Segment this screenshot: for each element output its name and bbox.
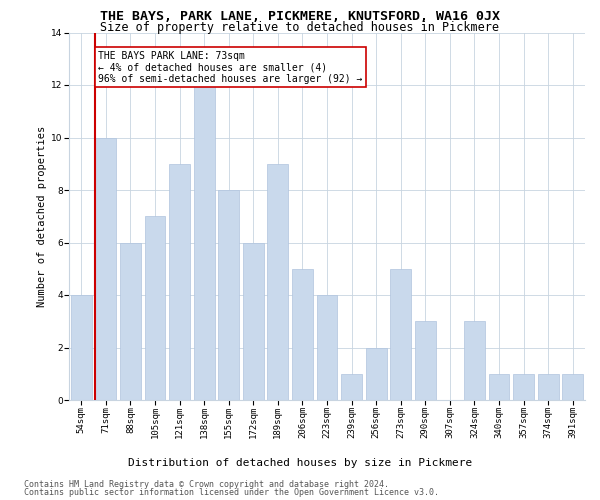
Bar xyxy=(488,374,509,400)
Bar xyxy=(415,322,436,400)
Bar xyxy=(194,85,215,400)
Text: THE BAYS PARK LANE: 73sqm
← 4% of detached houses are smaller (4)
96% of semi-de: THE BAYS PARK LANE: 73sqm ← 4% of detach… xyxy=(98,51,363,84)
Text: Contains public sector information licensed under the Open Government Licence v3: Contains public sector information licen… xyxy=(24,488,439,497)
Bar xyxy=(169,164,190,400)
Bar xyxy=(390,269,411,400)
Text: Size of property relative to detached houses in Pickmere: Size of property relative to detached ho… xyxy=(101,21,499,34)
Bar xyxy=(268,164,289,400)
Bar xyxy=(341,374,362,400)
Bar xyxy=(218,190,239,400)
Text: THE BAYS, PARK LANE, PICKMERE, KNUTSFORD, WA16 0JX: THE BAYS, PARK LANE, PICKMERE, KNUTSFORD… xyxy=(100,10,500,23)
Bar xyxy=(292,269,313,400)
Bar xyxy=(243,242,264,400)
Bar xyxy=(95,138,116,400)
Bar xyxy=(513,374,534,400)
Bar xyxy=(317,295,337,400)
Bar xyxy=(145,216,166,400)
Y-axis label: Number of detached properties: Number of detached properties xyxy=(37,126,47,307)
Bar xyxy=(562,374,583,400)
Bar xyxy=(120,242,141,400)
Text: Contains HM Land Registry data © Crown copyright and database right 2024.: Contains HM Land Registry data © Crown c… xyxy=(24,480,389,489)
Bar xyxy=(365,348,386,400)
Bar xyxy=(71,295,92,400)
Bar xyxy=(464,322,485,400)
Text: Distribution of detached houses by size in Pickmere: Distribution of detached houses by size … xyxy=(128,458,472,468)
Bar xyxy=(538,374,559,400)
